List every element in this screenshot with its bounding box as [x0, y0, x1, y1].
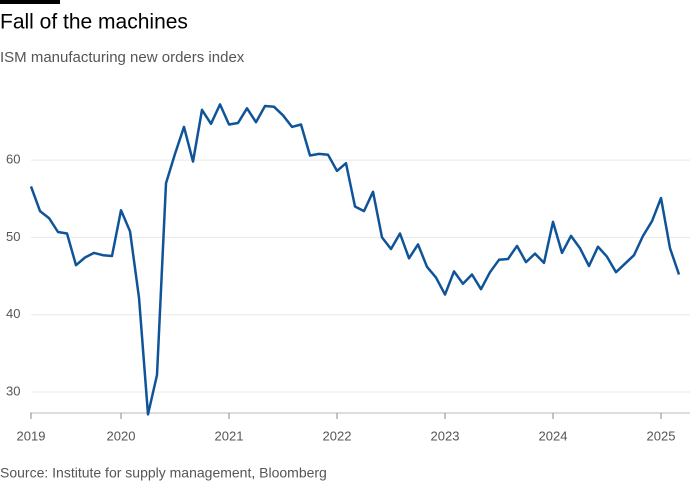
y-tick-label: 50 — [6, 229, 20, 244]
data-line — [29, 103, 681, 416]
x-tick-label: 2021 — [215, 428, 244, 443]
y-tick-label: 30 — [6, 383, 20, 398]
x-tick-label: 2025 — [647, 428, 676, 443]
x-tick-label: 2023 — [431, 428, 460, 443]
y-tick-label: 60 — [6, 152, 20, 167]
chart-title: Fall of the machines — [0, 11, 188, 34]
chart-subtitle: ISM manufacturing new orders index — [0, 49, 245, 66]
brand-bar — [0, 0, 60, 4]
x-tick-label: 2022 — [323, 428, 352, 443]
source-note: Source: Institute for supply management,… — [0, 465, 327, 481]
y-tick-label: 40 — [6, 306, 20, 321]
x-tick-label: 2020 — [107, 428, 136, 443]
x-tick-label: 2019 — [17, 428, 46, 443]
x-tick-label: 2024 — [539, 428, 568, 443]
